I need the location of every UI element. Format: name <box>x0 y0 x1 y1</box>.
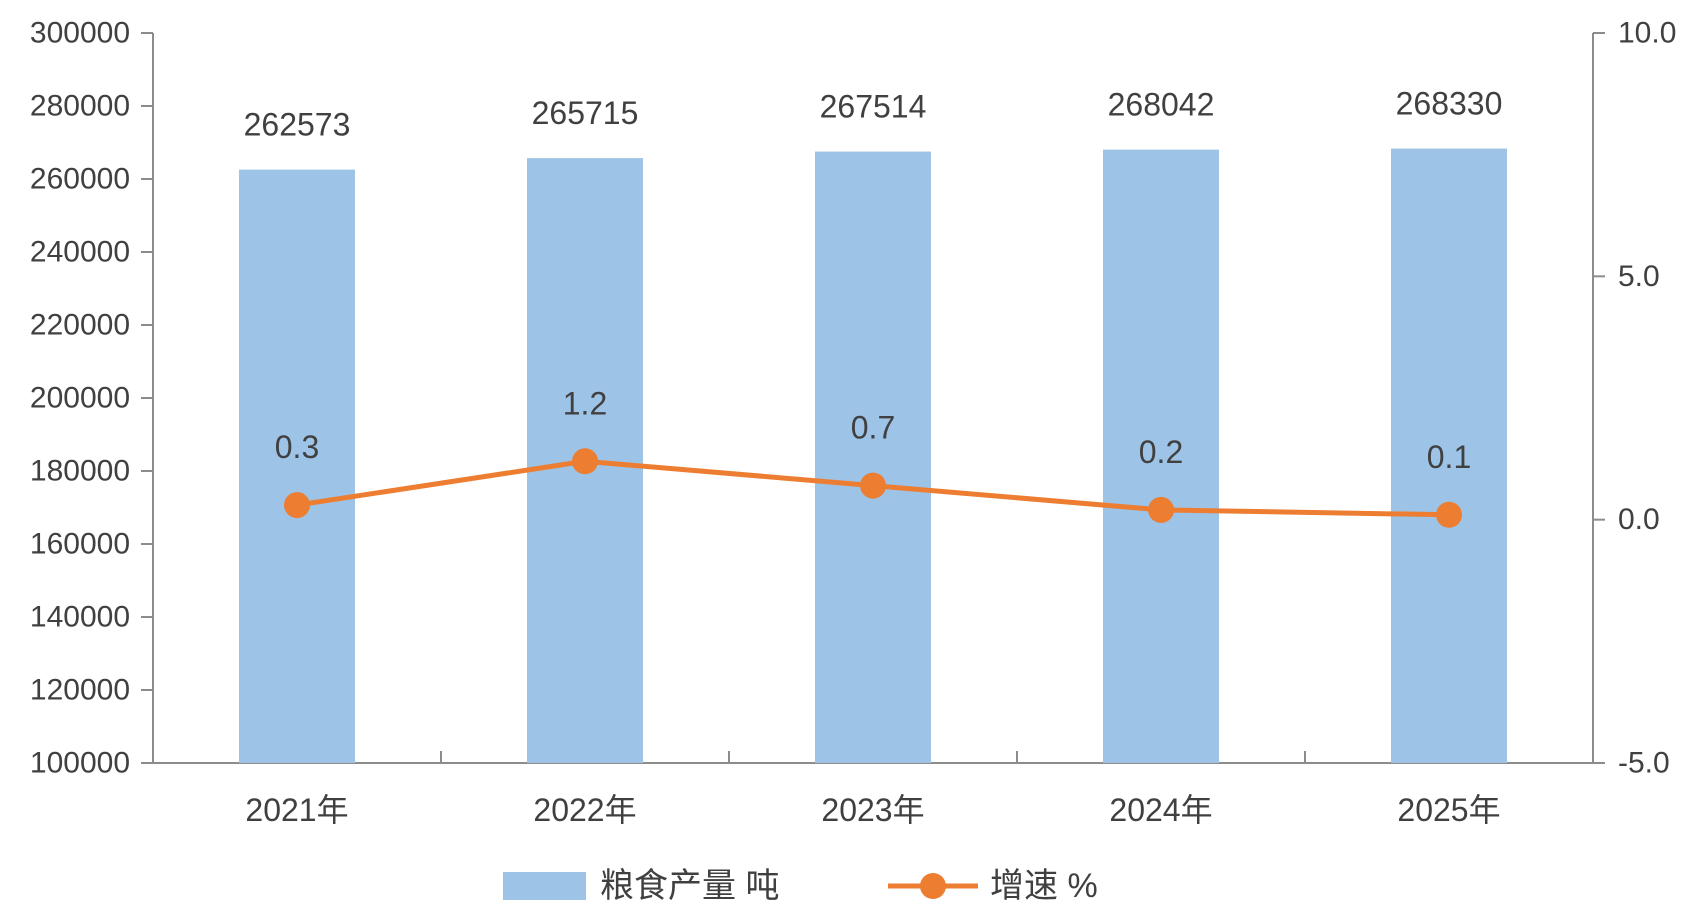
y-left-tick-label: 220000 <box>30 309 130 342</box>
y-left-tick-label: 200000 <box>30 382 130 415</box>
x-tick-label: 2022年 <box>533 792 636 828</box>
bars-group <box>239 148 1507 764</box>
y-left-tick-label: 180000 <box>30 455 130 488</box>
y-right-tick-label: 10.0 <box>1618 17 1676 50</box>
growth-point <box>860 472 886 499</box>
data-labels-group: 262573 265715 267514 268042 268330 0.3 1.2 0.7 0… <box>244 86 1503 475</box>
y-right-tick-label: -5.0 <box>1618 747 1670 780</box>
bar-value-label: 268330 <box>1396 86 1503 122</box>
y-left-tick-label: 260000 <box>30 163 130 196</box>
bar <box>239 169 355 764</box>
axes-group: 100000 120000 140000 160000 180000 200000 2200… <box>30 17 1677 829</box>
x-tick-label: 2024年 <box>1109 792 1212 828</box>
growth-value-label: 0.2 <box>1139 434 1183 470</box>
growth-value-label: 0.7 <box>851 410 895 446</box>
line-group <box>284 448 1462 528</box>
bar-value-label: 265715 <box>532 95 639 131</box>
y-left-tick-label: 160000 <box>30 528 130 561</box>
y-left-tick-label: 100000 <box>30 747 130 780</box>
legend-label-bar: 粮食产量 吨 <box>600 867 779 905</box>
y-right-tick-label: 5.0 <box>1618 260 1660 293</box>
bar <box>1103 149 1219 763</box>
x-tick-label: 2025年 <box>1397 792 1500 828</box>
y-left-tick-label: 240000 <box>30 236 130 269</box>
y-left-tick-label: 140000 <box>30 601 130 634</box>
bar-value-label: 267514 <box>820 89 927 125</box>
y-left-tick-label: 300000 <box>30 17 130 50</box>
legend-swatch-bar <box>503 872 586 900</box>
legend: 粮食产量 吨 增速 % <box>503 867 1098 905</box>
legend-swatch-marker <box>920 873 946 899</box>
x-tick-label: 2021年 <box>245 792 348 828</box>
growth-value-label: 0.3 <box>275 429 319 465</box>
bar <box>1391 148 1507 763</box>
bar-value-label: 262573 <box>244 107 351 143</box>
growth-point <box>1436 501 1462 528</box>
growth-point <box>572 448 598 475</box>
growth-value-label: 1.2 <box>563 385 607 421</box>
y-left-tick-label: 280000 <box>30 90 130 123</box>
x-tick-label: 2023年 <box>821 792 924 828</box>
bar <box>815 151 931 763</box>
legend-label-line: 增速 % <box>990 867 1098 905</box>
y-right-tick-label: 0.0 <box>1618 503 1660 536</box>
bar-value-label: 268042 <box>1108 87 1215 123</box>
growth-point <box>1148 496 1174 523</box>
y-left-tick-label: 120000 <box>30 674 130 707</box>
growth-point <box>284 492 310 519</box>
growth-value-label: 0.1 <box>1427 439 1471 475</box>
